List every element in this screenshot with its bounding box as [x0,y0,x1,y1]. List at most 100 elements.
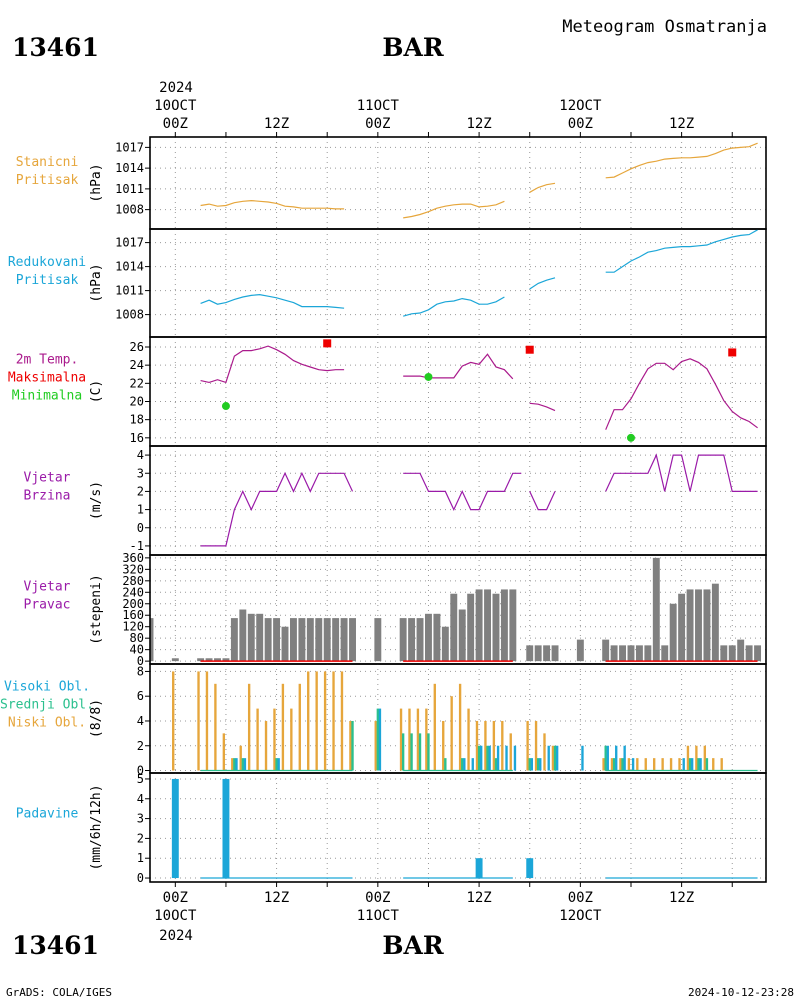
bottom-date-label: 11OCT [357,908,400,924]
meteogram-title: Meteogram Osmatranja [562,17,767,37]
cloud-bar [619,758,622,771]
y-tick-label: 6 [137,689,144,703]
panels: 1008101110141017(hPa)StanicniPritisak100… [0,136,767,885]
panel-label: Maksimalna [8,371,86,386]
cloud-bar [235,758,238,771]
cloud-bar [256,708,259,771]
bar [720,645,728,662]
bar [534,645,542,662]
series-line [200,345,345,384]
y-tick-label: 20 [130,394,144,408]
bar [678,593,686,662]
y-tick-label: 0 [137,521,144,535]
bar [416,618,424,662]
y-tick-label: 1017 [115,140,144,154]
cloud-bar [480,745,483,771]
y-tick-label: 4 [137,714,144,728]
cloud-bar [467,708,470,771]
cloud-bar [214,683,217,771]
bar [661,645,669,662]
cloud-bar [442,720,445,771]
top-hour-label: 12Z [466,116,491,132]
bar [576,639,584,662]
top-hour-label: 00Z [163,116,188,132]
top-date-label: 12OCT [559,98,602,114]
bar [652,557,660,662]
bar [349,618,356,662]
cloud-bar [277,758,280,771]
y-tick-label: 280 [122,574,144,588]
bar [289,618,297,662]
bar [332,618,340,662]
cloud-bar [612,758,616,771]
y-tick-label: 360 [122,551,144,565]
bar [669,603,677,662]
bar [737,639,745,662]
cloud-bar [627,758,631,771]
cloud-bar [606,745,609,771]
cloud-bar [247,683,251,771]
y-axis-label: (m/s) [89,481,104,520]
y-tick-label: 3 [137,466,144,480]
cloud-bar [543,733,546,771]
bar [602,639,610,662]
y-tick-label: 2 [137,484,144,498]
cloud-bar [690,758,694,771]
min-temp-marker [626,433,635,442]
series-line [200,293,345,309]
y-tick-label: 320 [122,562,144,576]
bar [458,609,466,662]
cloud-bar [290,708,293,771]
generated-timestamp: 2024-10-12-23:28 [688,986,794,999]
y-tick-label: 2 [137,831,144,845]
series-line [403,353,514,380]
bar [711,583,719,662]
cloud-bar [427,733,430,771]
series-line [529,491,556,511]
cloud-bar [376,708,380,771]
panel-temperature: 16 18 20 22 24 26 (C) 2m Temp. Maksimalna Minimal… [8,336,767,447]
cloud-bar [374,720,377,771]
y-tick-label: 160 [122,608,144,622]
bar [399,618,407,662]
series-line [529,277,556,290]
bar [230,618,238,662]
cloud-bar [712,758,715,771]
bar [247,613,255,662]
plot-area [172,671,758,772]
bar [315,618,323,662]
bar [239,609,247,662]
cloud-bar [222,733,226,771]
panel-label: Minimalna [12,389,82,404]
bottom-year-label: 2024 [159,928,193,944]
bar [610,645,618,662]
cloud-bar [688,758,692,771]
y-tick-label: 3 [137,812,144,826]
bottom-date-label: 12OCT [559,908,602,924]
bar [264,618,272,662]
cloud-bar [661,758,664,771]
max-temp-marker [525,345,534,354]
y-tick-label: 4 [137,448,144,462]
bar [686,589,694,662]
panel-label: Pravac [24,598,71,613]
cloud-bar [205,671,209,771]
bar [475,589,483,662]
bar [222,778,230,879]
min-temp-marker [221,402,230,411]
plot-area [200,142,758,219]
bar [340,618,348,662]
cloud-bar [697,758,700,771]
cloud-bar [425,708,428,771]
series-line [403,472,522,512]
panel-wind_speed: -1 0 1 2 3 4 (m/s) Vjetar Brzina [24,445,767,556]
top-year-label: 2024 [159,80,193,96]
series-line [403,200,505,219]
cloud-bar [644,758,647,771]
plot-area [171,778,758,879]
bottom-hour-label: 12Z [466,890,491,906]
station-name-top: BAR [382,33,444,62]
cloud-bar [233,758,236,771]
series-line [200,199,345,210]
